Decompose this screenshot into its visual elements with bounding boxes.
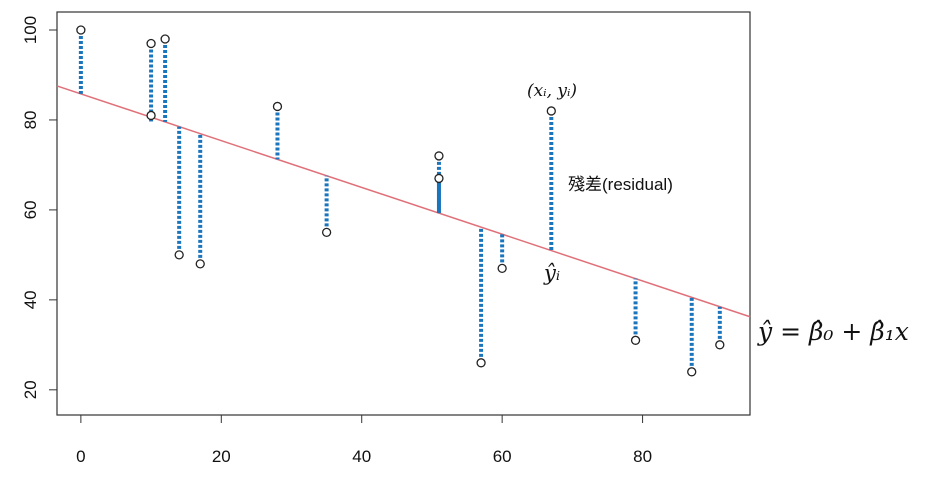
point — [497, 263, 507, 274]
point — [434, 151, 444, 161]
y-tick-label: 60 — [21, 200, 40, 219]
point — [630, 335, 641, 345]
point — [174, 250, 184, 260]
point — [146, 38, 156, 49]
x-tick-label: 20 — [212, 447, 231, 466]
residual-label: 殘差(residual) — [568, 175, 673, 194]
equation: ŷ = β̂₀ + β̂₁x — [757, 317, 909, 346]
point — [272, 101, 283, 112]
x-tick-label: 0 — [76, 447, 85, 466]
point-label: (xᵢ, yᵢ) — [527, 81, 577, 101]
point — [476, 358, 486, 368]
y-tick-label: 20 — [21, 380, 40, 399]
plot-frame — [56, 11, 751, 416]
point — [195, 259, 205, 269]
fitted-label: ŷᵢ — [543, 261, 560, 285]
point — [434, 173, 444, 184]
point — [160, 34, 170, 44]
y-tick-label: 40 — [21, 290, 40, 309]
point — [321, 227, 332, 238]
x-tick-label: 60 — [493, 447, 512, 466]
point — [687, 367, 697, 377]
point — [715, 340, 725, 350]
x-tick-label: 40 — [352, 447, 371, 466]
regression-line — [56, 85, 751, 318]
point — [146, 110, 156, 121]
point — [76, 25, 86, 35]
x-tick-label: 80 — [633, 447, 652, 466]
point — [546, 106, 556, 116]
y-tick-label: 80 — [21, 110, 40, 129]
y-tick-label: 100 — [21, 16, 40, 44]
